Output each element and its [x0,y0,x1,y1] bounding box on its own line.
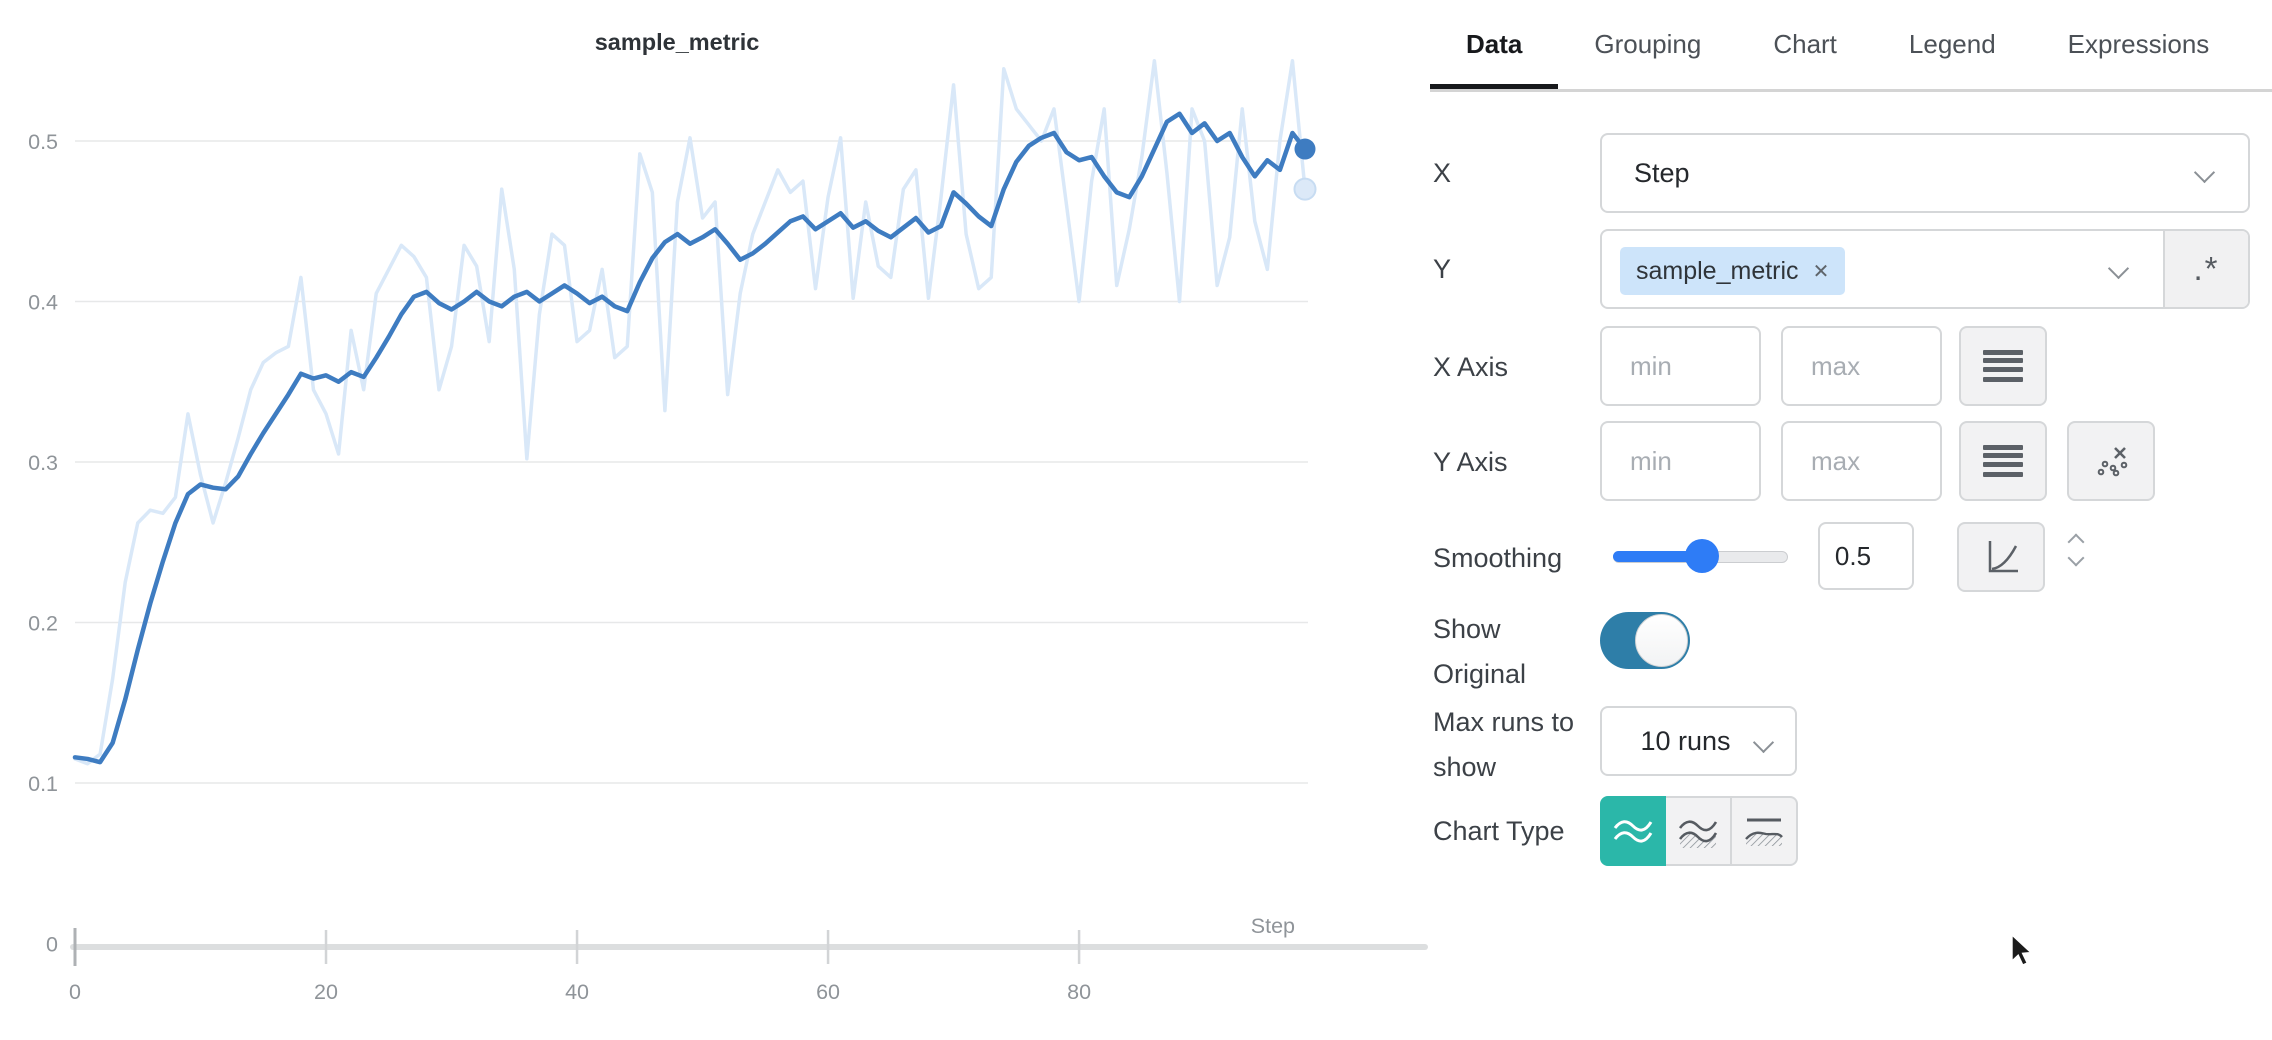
spinner-arrows-icon[interactable] [1888,533,2263,567]
max-runs-select[interactable]: 10 runs [1600,706,1797,776]
x-axis-min-input[interactable] [1600,326,1761,406]
chart-type-percentile-button[interactable] [1732,796,1798,866]
x-axis-log-scale-button[interactable] [1959,326,2047,406]
outliers-icon [2097,447,2128,477]
tab-data[interactable]: Data [1430,0,1559,89]
tab-grouping[interactable]: Grouping [1594,29,1702,59]
x-axis-max-input[interactable] [1781,326,1942,406]
chart-type-line-button[interactable] [1600,796,1666,866]
svg-text:0.2: 0.2 [28,612,58,636]
svg-text:60: 60 [816,980,840,1004]
tab-bar: Data Grouping Chart Legend Expressions [1430,0,2272,92]
y-axis-min-input[interactable] [1600,421,1761,501]
line-chart-icon [1613,820,1653,843]
svg-text:0.1: 0.1 [28,772,58,796]
x-select[interactable]: Step [1600,133,2250,213]
svg-text:0: 0 [46,933,58,957]
max-runs-label: Max runs to show [1433,707,1575,782]
area-chart-icon [1678,820,1718,848]
metric-tag-label: sample_metric [1636,256,1799,285]
ignore-outliers-button[interactable] [2067,421,2155,501]
tab-legend[interactable]: Legend [1908,29,1996,59]
x-axis-label: X Axis [1433,352,1509,382]
smoothing-value-input[interactable] [1818,522,1914,590]
smoothing-slider-knob[interactable] [1685,539,1720,573]
show-original-label: Show Original [1433,614,1527,689]
chart-type-area-button[interactable] [1666,796,1732,866]
log-scale-icon [1983,350,2023,382]
y-label: Y [1433,254,1452,284]
smoothing-curve-icon [1988,541,2018,573]
svg-text:20: 20 [314,980,338,1004]
show-original-toggle[interactable] [1600,612,1690,669]
svg-text:0: 0 [69,980,81,1004]
mouse-cursor [2011,934,2033,966]
x-select-value: Step [1634,158,1690,188]
y-select[interactable]: sample_metric ✕ .* [1600,229,2250,309]
chart-type-label: Chart Type [1433,816,1565,846]
smoothing-label: Smoothing [1433,543,1563,573]
svg-text:0.5: 0.5 [28,130,58,154]
regex-filter-button[interactable]: .* [2163,231,2248,307]
log-scale-icon [1983,445,2023,477]
svg-text:0.3: 0.3 [28,451,58,475]
remove-metric-icon[interactable]: ✕ [1812,260,1830,283]
x-label: X [1433,158,1452,188]
smoothing-type-button[interactable] [1957,522,2045,592]
y-axis-max-input[interactable] [1781,421,1942,501]
y-axis-log-scale-button[interactable] [1959,421,2047,501]
smoothing-slider-fill [1613,551,1702,562]
toggle-knob [1635,614,1688,667]
tab-expressions[interactable]: Expressions [2067,29,2210,59]
max-runs-value: 10 runs [1640,725,1731,756]
chart-panel: 0 20 40 60 80 0 0.1 0.2 0.3 0.4 0.5 Step sample_metr… [28,29,1428,1004]
svg-text:40: 40 [565,980,589,1004]
chart-type-segmented-control [1600,796,1798,866]
percentile-chart-icon [1745,818,1783,846]
metric-tag: sample_metric ✕ [1620,247,1846,295]
svg-text:Step: Step [1251,914,1295,938]
line-chart: 0 20 40 60 80 0 0.1 0.2 0.3 0.4 0.5 Step sample_metr… [28,29,1428,1004]
settings-panel: Data Grouping Chart Legend Expressions X Ste… [1430,0,2272,1040]
chevron-down-icon [2107,257,2130,280]
svg-text:0.4: 0.4 [28,291,58,315]
tab-chart[interactable]: Chart [1773,29,1837,59]
svg-text:sample_metric: sample_metric [595,29,760,55]
svg-text:80: 80 [1067,980,1091,1004]
smoothing-slider[interactable] [1613,539,1788,573]
y-axis-label: Y Axis [1433,447,1508,477]
